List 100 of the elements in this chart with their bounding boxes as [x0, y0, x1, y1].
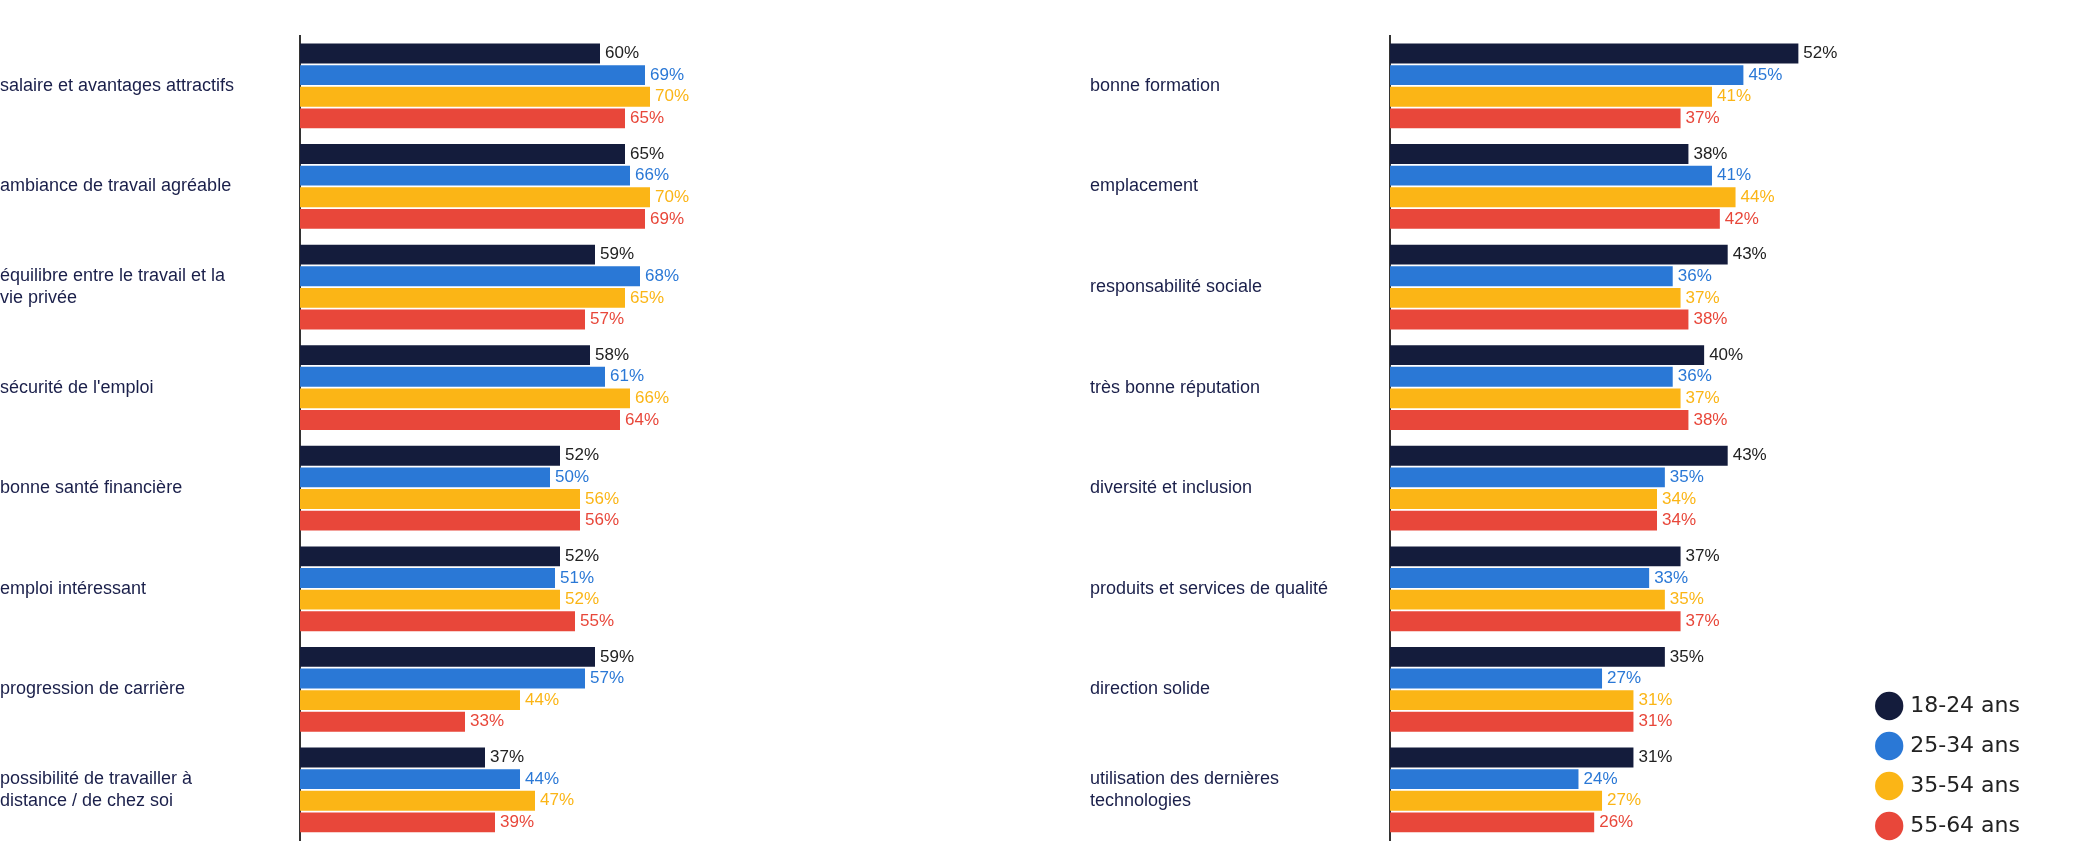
bar [300, 790, 535, 811]
bar [300, 410, 620, 430]
data-label: 68% [645, 265, 680, 285]
bar [1390, 65, 1744, 86]
bar [300, 812, 495, 833]
bar [1390, 144, 1689, 164]
bar [1390, 165, 1712, 186]
data-label: 34% [1662, 510, 1697, 530]
bar [1390, 43, 1799, 64]
legend-label: 18-24 ans [1910, 691, 2021, 717]
data-label: 52% [565, 546, 600, 566]
bar [300, 546, 560, 567]
bar [300, 445, 560, 466]
y-tick-label: très bonne réputation [1090, 376, 1261, 397]
bar [300, 747, 485, 768]
bar [1390, 668, 1603, 689]
data-label: 39% [500, 812, 535, 832]
data-label: 66% [635, 388, 670, 408]
bar [300, 165, 630, 186]
y-tick-label: bonne santé financière [0, 477, 183, 498]
data-label: 36% [1677, 265, 1712, 285]
data-label: 43% [1732, 445, 1767, 465]
data-label: 44% [525, 689, 560, 709]
data-label: 66% [635, 165, 670, 185]
bar [1390, 309, 1689, 330]
bar [300, 769, 520, 790]
legend-label: 35-54 ans [1910, 771, 2021, 797]
y-tick-label: salaire et avantages attractifs [0, 74, 235, 95]
bar [300, 510, 580, 531]
data-label: 52% [565, 445, 600, 465]
data-label: 44% [1740, 186, 1775, 206]
data-label: 31% [1638, 711, 1673, 731]
data-label: 61% [610, 366, 645, 386]
bar [300, 144, 625, 164]
bar [1390, 208, 1720, 229]
bar [1390, 467, 1665, 488]
data-label: 37% [1685, 108, 1720, 128]
data-label: 24% [1583, 768, 1618, 788]
y-tick-label: équilibre entre le travail et la vie privée [0, 265, 227, 307]
bar [300, 611, 575, 632]
bar [1390, 611, 1681, 632]
bar [1390, 568, 1650, 588]
data-label: 69% [650, 64, 685, 84]
bar [300, 43, 600, 64]
data-label: 56% [585, 510, 620, 530]
data-label: 70% [655, 86, 690, 106]
bar [300, 589, 560, 610]
data-label: 31% [1638, 689, 1673, 709]
bar [1390, 769, 1579, 790]
bar [1390, 546, 1681, 567]
y-tick-label: emploi intéressant [0, 577, 147, 598]
data-label: 35% [1669, 646, 1704, 666]
data-label: 57% [590, 309, 625, 329]
legend-label: 25-34 ans [1910, 731, 2021, 757]
y-tick-label: emplacement [1090, 175, 1199, 196]
bar [1390, 812, 1595, 833]
y-tick-label: produits et services de qualité [1090, 577, 1329, 598]
bar [300, 65, 645, 86]
y-tick-label: progression de carrière [0, 678, 186, 699]
data-label: 56% [585, 488, 620, 508]
data-label: 27% [1607, 790, 1642, 810]
data-label: 38% [1693, 409, 1728, 429]
bar [300, 309, 585, 330]
data-label: 37% [1685, 287, 1720, 307]
data-label: 27% [1607, 668, 1642, 688]
bar [1390, 244, 1728, 265]
data-label: 44% [525, 768, 560, 788]
bar [300, 568, 555, 588]
bar [1390, 86, 1712, 107]
data-label: 58% [595, 344, 630, 364]
bar [300, 366, 605, 387]
data-label: 50% [555, 467, 590, 487]
data-label: 37% [490, 747, 525, 767]
data-label: 31% [1638, 747, 1673, 767]
data-label: 41% [1716, 86, 1752, 106]
bar [1390, 108, 1681, 129]
data-label: 59% [600, 244, 635, 264]
bar [300, 266, 640, 287]
data-label: 55% [580, 610, 615, 630]
bar [1390, 747, 1634, 768]
data-label: 37% [1685, 610, 1720, 630]
y-tick-label: responsabilité sociale [1090, 276, 1263, 297]
bar [1390, 690, 1634, 711]
data-label: 40% [1709, 344, 1744, 364]
y-tick-label: sécurité de l'emploi [0, 376, 154, 397]
bar [300, 489, 580, 509]
bar [1390, 187, 1736, 208]
data-label: 35% [1669, 467, 1704, 487]
bar [300, 244, 595, 265]
bar [300, 646, 595, 667]
data-label: 69% [650, 208, 685, 228]
bar [1390, 388, 1681, 409]
data-label: 26% [1599, 812, 1634, 832]
bar [300, 86, 650, 107]
bar [300, 668, 585, 689]
bar [1390, 510, 1658, 531]
data-label: 65% [630, 143, 665, 163]
bar [1390, 589, 1665, 610]
bar [1390, 489, 1658, 509]
data-label: 65% [630, 108, 665, 128]
